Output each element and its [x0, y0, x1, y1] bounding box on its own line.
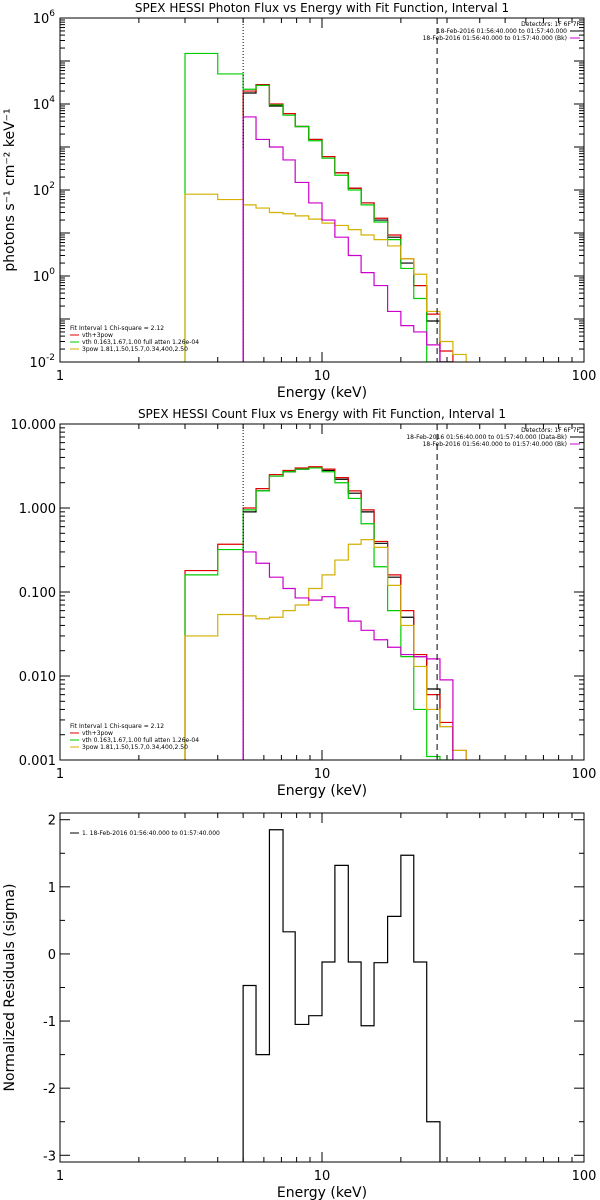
header-text: Detectors: 1F 6F 7F — [521, 21, 580, 28]
y-tick-exponent: 2 — [49, 181, 55, 191]
header-text: Detectors: 1F 6F 7F — [521, 427, 580, 434]
legend-header: Fit Interval 1 Chi-square = 2.12 — [70, 723, 164, 730]
series-residuals — [242, 829, 441, 1162]
y-tick-label: -1 — [43, 1015, 56, 1030]
x-tick-label: 100 — [572, 767, 597, 782]
plot-frame — [59, 423, 585, 761]
x-axis-label: Energy (keV) — [277, 385, 367, 401]
y-tick-label: 10-2 — [29, 353, 55, 371]
series-data — [242, 84, 453, 362]
y-tick-label: 102 — [33, 181, 55, 199]
y-tick-label: 10.000 — [11, 418, 57, 433]
y-tick-label: 0 — [48, 948, 56, 963]
series-bkg — [242, 116, 453, 362]
legend-label: 3pow 1.81,1.50,15.7,0.34,400,2.50 — [82, 346, 188, 353]
chart-title: SPEX HESSI Photon Flux vs Energy with Fi… — [135, 1, 509, 15]
y-axis-label: photons s⁻¹ cm⁻² keV⁻¹ — [2, 108, 18, 271]
y-tick-base: 10 — [33, 12, 50, 27]
y-tick-exponent: 0 — [49, 267, 55, 277]
series-vth+3pow — [184, 466, 467, 760]
y-tick-label: 0.100 — [19, 586, 56, 601]
legend-header: Fit Interval 1 Chi-square = 2.12 — [70, 325, 164, 332]
plot-frame — [59, 812, 585, 1163]
x-tick-label: 10 — [314, 369, 331, 384]
y-tick-label: 0.010 — [19, 670, 56, 685]
y-tick-label: 0.001 — [19, 754, 56, 769]
y-tick-label: -3 — [43, 1149, 56, 1164]
header-text: 18-Feb-2016 01:56:40.000 to 01:57:40.000… — [423, 35, 567, 42]
x-tick-label: 10 — [314, 1169, 331, 1184]
header-text: 18-Feb-2016 01:56:40.000 to 01:57:40.000 — [437, 28, 567, 35]
y-tick-exponent: 6 — [49, 9, 55, 19]
y-axis-label: Normalized Residuals (sigma) — [2, 884, 18, 1092]
y-tick-label: -2 — [43, 1082, 56, 1097]
legend-label: vth 0.163,1.67,1.00 full atten 1.26e-04 — [82, 737, 199, 744]
plot-frame — [59, 17, 585, 363]
series-vth+3pow — [242, 84, 454, 362]
legend-label: 1. 18-Feb-2016 01:56:40.000 to 01:57:40.… — [82, 830, 220, 837]
header-text: 18-Feb-2016 01:56:40.000 to 01:57:40.000… — [406, 434, 567, 441]
panel-1: SPEX HESSI Photon Flux vs Energy with Fi… — [2, 1, 596, 401]
legend-label: vth 0.163,1.67,1.00 full atten 1.26e-04 — [82, 339, 199, 346]
y-tick-label: 2 — [48, 814, 56, 829]
series-3pow — [184, 539, 467, 760]
legend-label: 3pow 1.81,1.50,15.7,0.34,400,2.50 — [82, 744, 188, 751]
series-vth — [184, 52, 453, 362]
y-tick-base: 10 — [33, 98, 50, 113]
plot-area — [184, 466, 467, 760]
panel-2: SPEX HESSI Count Flux vs Energy with Fit… — [11, 407, 597, 799]
series-3pow — [184, 193, 467, 362]
series-bkg — [242, 551, 454, 760]
x-axis-label: Energy (keV) — [277, 783, 367, 799]
x-tick-label: 1 — [56, 767, 64, 782]
y-tick-label: 106 — [33, 9, 56, 27]
y-tick-exponent: -2 — [46, 353, 55, 363]
x-tick-label: 1 — [56, 369, 64, 384]
x-tick-label: 100 — [572, 369, 597, 384]
y-tick-label: 1 — [48, 881, 56, 896]
legend-label: vth+3pow — [82, 332, 113, 339]
y-tick-label: 1.000 — [19, 502, 56, 517]
x-tick-label: 100 — [572, 1169, 597, 1184]
plot-area — [184, 52, 467, 362]
chart-title: SPEX HESSI Count Flux vs Energy with Fit… — [138, 407, 506, 421]
header-text: 18-Feb-2016 01:56:40.000 to 01:57:40.000… — [423, 441, 567, 448]
x-tick-label: 1 — [56, 1169, 64, 1184]
y-tick-exponent: 4 — [49, 95, 55, 105]
y-tick-label: 104 — [33, 95, 56, 113]
x-tick-label: 10 — [314, 767, 331, 782]
y-tick-label: 100 — [33, 267, 56, 285]
y-tick-base: 10 — [29, 356, 46, 371]
y-tick-base: 10 — [33, 184, 50, 199]
panel-3: 1 10 100 -3 -2 -1 0 1 2 Energy (keV) Normalized Re… — [2, 812, 597, 1200]
legend-label: vth+3pow — [82, 730, 113, 737]
x-axis-label: Energy (keV) — [277, 1185, 367, 1200]
plot-area — [242, 829, 441, 1162]
y-tick-base: 10 — [33, 270, 50, 285]
